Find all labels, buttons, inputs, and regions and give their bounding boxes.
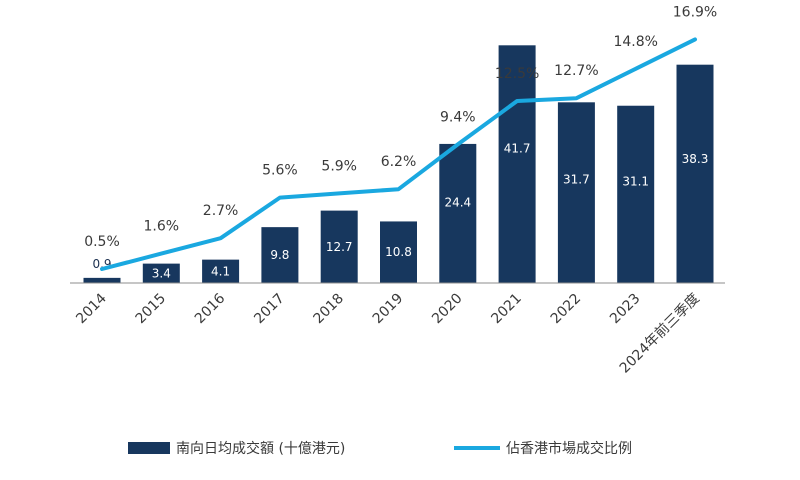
x-tick-label: 2017 bbox=[251, 291, 288, 328]
bar-2021 bbox=[498, 45, 536, 284]
bar-2019 bbox=[380, 221, 417, 283]
bar-2018 bbox=[320, 210, 358, 283]
bar-2014 bbox=[83, 277, 121, 283]
line-value-label: 1.6% bbox=[144, 219, 180, 235]
line-value-labels: 0.5% 1.6% 2.7% 5.6% 5.9% 6.2% 9.4% 12.5% 12.7% 14… bbox=[84, 4, 717, 250]
x-tick-label: 2023 bbox=[607, 291, 644, 328]
x-axis-tick-labels: 2014 2015 2016 2017 2018 2019 2020 2021 2022 2023… bbox=[73, 290, 703, 377]
line-value-label: 12.5% bbox=[495, 66, 539, 82]
legend-line-label: 佔香港市場成交比例 bbox=[506, 440, 632, 457]
x-tick-label: 2018 bbox=[311, 291, 348, 328]
bar-2022 bbox=[557, 102, 595, 283]
bar-value-label: 9.8 bbox=[270, 248, 289, 262]
bar-value-label: 41.7 bbox=[504, 141, 531, 155]
bar-value-label: 38.3 bbox=[682, 152, 709, 166]
x-tick-label: 2015 bbox=[133, 291, 170, 328]
line-value-label: 5.6% bbox=[262, 163, 298, 179]
x-tick-label: 2019 bbox=[370, 291, 407, 328]
x-tick-label: 2014 bbox=[73, 290, 110, 327]
bar-2017 bbox=[261, 227, 299, 283]
bar-2015 bbox=[142, 263, 180, 283]
line-value-label: 6.2% bbox=[381, 154, 417, 170]
line-value-label: 16.9% bbox=[673, 4, 717, 20]
bar-value-label: 3.4 bbox=[152, 266, 171, 280]
bar-value-label: 10.8 bbox=[385, 245, 412, 259]
legend-bar-label: 南向日均成交額 (十億港元) bbox=[176, 440, 345, 457]
bar-2023 bbox=[617, 105, 655, 283]
bar-2024年前三季度 bbox=[676, 64, 714, 283]
line-value-label: 5.9% bbox=[321, 158, 357, 174]
line-series bbox=[100, 37, 697, 271]
legend-bar-swatch bbox=[128, 442, 170, 454]
legend: 南向日均成交額 (十億港元) 佔香港市場成交比例 bbox=[128, 440, 632, 457]
bar-2016 bbox=[202, 259, 240, 283]
line-value-label: 9.4% bbox=[440, 109, 476, 125]
bar-series bbox=[83, 45, 714, 284]
x-tick-label: 2021 bbox=[488, 291, 525, 328]
x-tick-label: 2016 bbox=[192, 290, 229, 327]
line-value-label: 0.5% bbox=[84, 234, 120, 250]
bar-value-label: 31.1 bbox=[622, 175, 649, 189]
line-value-label: 2.7% bbox=[203, 203, 239, 219]
x-tick-label: 2022 bbox=[548, 291, 585, 328]
line-value-label: 14.8% bbox=[613, 34, 657, 50]
x-tick-label: 2020 bbox=[429, 291, 466, 328]
line-value-label: 12.7% bbox=[554, 63, 598, 79]
bar-value-label: 4.1 bbox=[211, 264, 230, 278]
bar-value-label: 12.7 bbox=[326, 240, 353, 254]
bar-value-label: 24.4 bbox=[444, 196, 471, 210]
bar-value-label: 31.7 bbox=[563, 173, 590, 187]
bar-2020 bbox=[439, 143, 477, 283]
